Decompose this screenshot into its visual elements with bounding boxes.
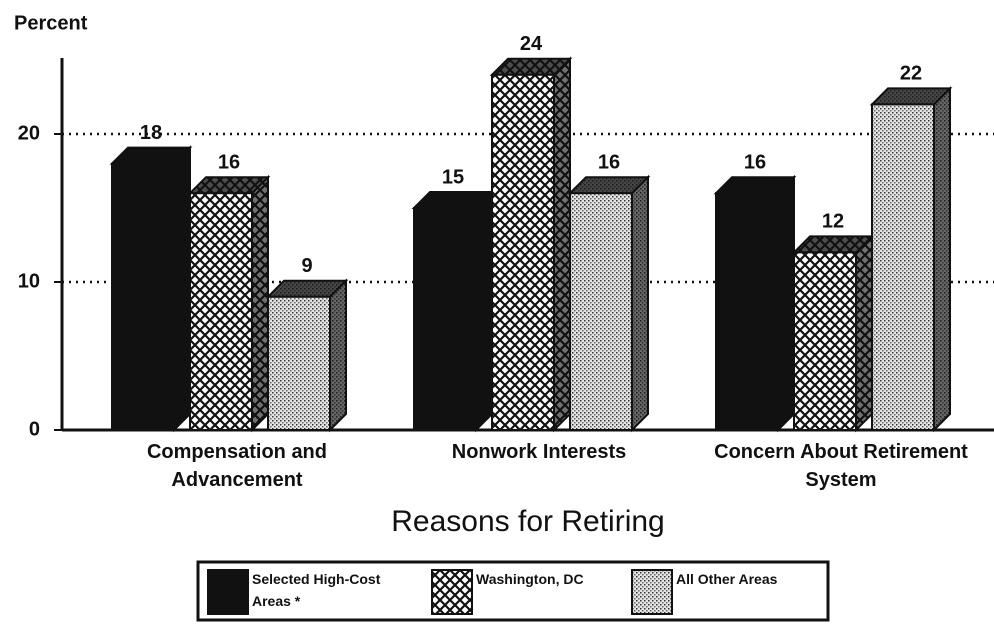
bar — [411, 189, 495, 433]
x-axis-title: Reasons for Retiring — [391, 505, 664, 538]
bar-shade — [252, 177, 268, 430]
legend-label-box: All Other Areas — [676, 571, 778, 587]
bar-shade — [554, 58, 570, 431]
bar — [869, 85, 953, 433]
bar — [187, 174, 271, 433]
bar-front — [267, 295, 331, 431]
bar-shade — [190, 177, 268, 194]
x-tick-label: Nonwork Interests — [451, 441, 627, 463]
data-label: 16 — [598, 151, 620, 173]
legend-swatch — [631, 569, 673, 615]
data-label: 12 — [822, 211, 844, 233]
bar — [567, 174, 651, 433]
bar-shade — [492, 58, 570, 75]
bar-shade — [570, 177, 648, 194]
data-label: 24 — [520, 33, 543, 55]
legend-box — [196, 560, 830, 622]
data-label: 16 — [744, 151, 766, 173]
bar — [791, 233, 875, 433]
y-tick-label: 10 — [18, 270, 40, 292]
bar-front — [569, 192, 633, 431]
bar-front — [413, 207, 477, 431]
y-axis-label: Percent — [14, 12, 88, 34]
data-label: 16 — [218, 151, 240, 173]
bar-side — [475, 189, 493, 433]
x-tick-label: Concern About Retirement System — [714, 441, 968, 491]
data-label: 22 — [900, 63, 922, 85]
bar-shade — [330, 280, 346, 430]
legend-label: All Other Areas — [676, 571, 778, 587]
bar-shade — [856, 236, 872, 430]
bar-front — [491, 73, 555, 432]
bar-front — [715, 192, 779, 431]
bar-shade — [632, 177, 648, 430]
x-tick-label-box: Nonwork Interests — [451, 441, 627, 463]
bar-shade — [268, 280, 346, 297]
bar-front — [871, 103, 935, 432]
bar-front — [111, 162, 175, 431]
bar-front — [189, 192, 253, 431]
bar-shade — [794, 236, 872, 253]
bar — [489, 56, 573, 433]
x-tick-label: Compensation and Advancement — [146, 441, 327, 491]
bar-front — [793, 251, 857, 431]
y-tick-label: 0 — [29, 418, 40, 440]
bar-shade — [934, 88, 950, 431]
data-label: 18 — [140, 122, 162, 144]
data-label: 15 — [442, 166, 464, 188]
legend-label: Selected High-Cost Areas * — [252, 571, 381, 609]
data-label: 9 — [301, 255, 312, 277]
bar-side — [173, 145, 191, 433]
x-tick-label-box: Concern About Retirement System — [714, 441, 968, 491]
x-tick-label-box: Compensation and Advancement — [146, 441, 327, 491]
bar — [109, 145, 193, 433]
bar — [265, 278, 349, 433]
legend-swatch — [207, 569, 249, 615]
legend-swatch — [431, 569, 473, 615]
bar-side — [777, 174, 795, 433]
legend-label-box: Washington, DC — [476, 571, 584, 587]
y-tick-label: 20 — [18, 122, 40, 144]
legend-label-box: Selected High-Cost Areas * — [252, 571, 381, 609]
bar-shade — [872, 88, 950, 105]
legend-label: Washington, DC — [476, 571, 584, 587]
bar — [713, 174, 797, 433]
